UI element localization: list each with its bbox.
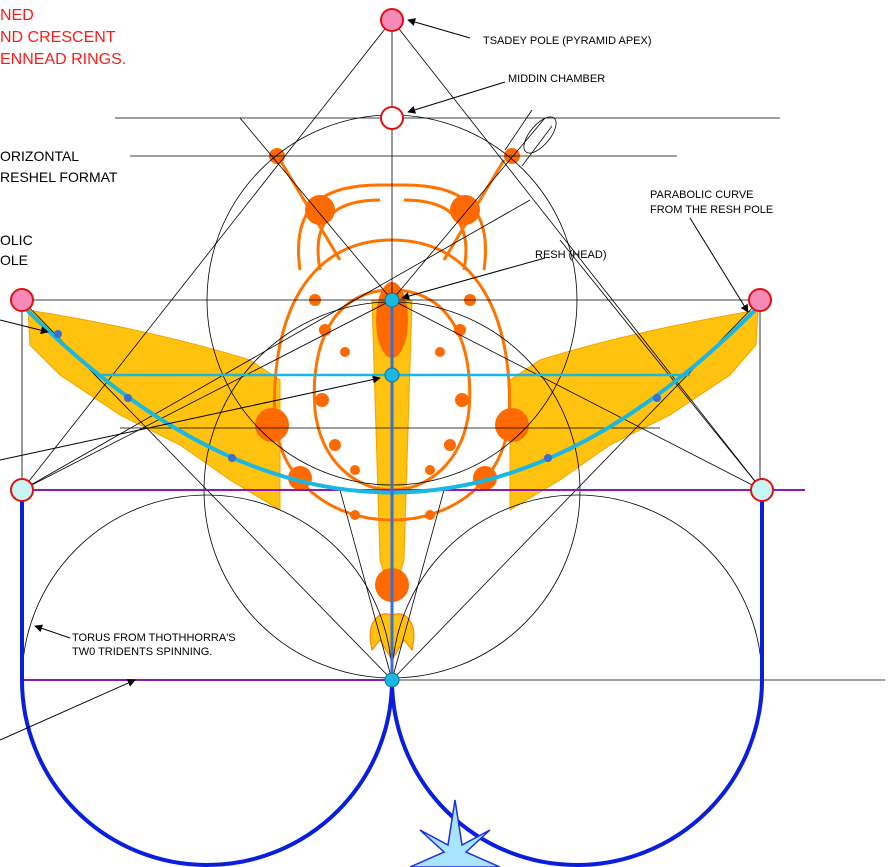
- shape: [751, 479, 773, 501]
- shape: [505, 110, 532, 150]
- label: OLIC: [0, 232, 33, 248]
- shape: [749, 289, 771, 311]
- label: TSADEY POLE (PYRAMID APEX): [483, 35, 652, 47]
- shape: [350, 465, 360, 475]
- diagram: NED ND CRESCENT ENNEAD RINGS. TSADEY POL…: [0, 0, 891, 867]
- shape: [410, 800, 500, 867]
- shape: [228, 454, 236, 462]
- shape: [350, 510, 360, 520]
- label: TW0 TRIDENTS SPINNING.: [72, 646, 212, 658]
- label: ORIZONTAL: [0, 148, 79, 164]
- shape: [22, 490, 392, 865]
- label: TORUS FROM THOTHHORRA'S: [72, 632, 236, 644]
- shape: [385, 368, 399, 382]
- shape: [425, 465, 435, 475]
- shape: [240, 118, 392, 300]
- shape: [28, 310, 280, 510]
- shape: [454, 324, 466, 336]
- shape: [450, 195, 480, 225]
- shape: [425, 510, 435, 520]
- shape: [435, 347, 445, 357]
- shape: [690, 218, 748, 312]
- shape: [444, 439, 456, 451]
- shape: [11, 479, 33, 501]
- shape: [11, 289, 33, 311]
- shape: [54, 330, 62, 338]
- shape: [329, 439, 341, 451]
- shape: [385, 293, 399, 307]
- shape: [408, 20, 470, 38]
- shape: [392, 490, 762, 865]
- shape: [402, 258, 545, 298]
- label: OLE: [0, 252, 28, 268]
- shape: [653, 394, 661, 402]
- shape: [315, 393, 329, 407]
- shape: [35, 626, 70, 638]
- label: PARABOLIC CURVE: [650, 189, 754, 201]
- label: RESH (HEAD): [535, 249, 607, 261]
- shape: [495, 408, 529, 442]
- shape: [340, 347, 350, 357]
- shape: [124, 394, 132, 402]
- note-line: ND CRESCENT: [0, 29, 116, 46]
- shape: [305, 195, 335, 225]
- note-line: ENNEAD RINGS.: [0, 51, 126, 68]
- shape: [522, 126, 552, 166]
- label: RESHEL FORMAT: [0, 169, 118, 185]
- shape: [455, 393, 469, 407]
- shape: [518, 112, 562, 159]
- star: [410, 800, 500, 867]
- shape: [381, 107, 403, 129]
- shape: [255, 408, 289, 442]
- shape: [381, 9, 403, 31]
- label: FROM THE RESH POLE: [650, 204, 773, 216]
- label: MIDDIN CHAMBER: [508, 73, 605, 85]
- shape: [544, 454, 552, 462]
- shape: [385, 673, 399, 687]
- note-line: NED: [0, 7, 34, 24]
- shape: [408, 82, 505, 112]
